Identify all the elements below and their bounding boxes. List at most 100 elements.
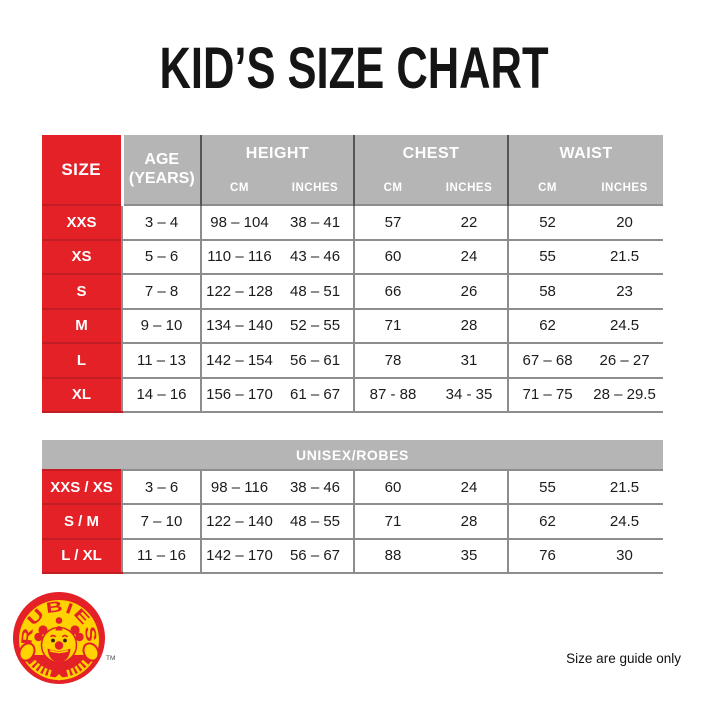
- waist-inches-value: 24.5: [586, 503, 663, 539]
- chest-cm-value: 66: [354, 273, 432, 309]
- waist-cm-value: 58: [508, 273, 587, 309]
- chest-inches-value: 28: [431, 503, 509, 539]
- table-row: S / M 7 – 10 122 – 140 48 – 55 71 28 62 …: [42, 503, 663, 539]
- waist-cm-value: 67 – 68: [508, 342, 587, 378]
- height-inches-value: 43 – 46: [277, 238, 356, 274]
- subheader-height-inches: INCHES: [277, 172, 356, 205]
- chest-inches-value: 31: [431, 342, 510, 378]
- waist-inches-value: 30: [586, 537, 663, 574]
- chest-cm-value: 87 - 88: [354, 376, 432, 413]
- col-header-height: HEIGHT: [201, 135, 356, 172]
- table-row: XS 5 – 6 110 – 116 43 – 46 60 24 55 21.5: [42, 238, 664, 274]
- chest-cm-value: 60: [354, 238, 432, 274]
- height-cm-value: 110 – 116: [201, 238, 277, 274]
- age-header-line2: (YEARS): [128, 169, 195, 187]
- clown-hands: [18, 642, 100, 662]
- age-value: 7 – 10: [122, 503, 202, 539]
- waist-inches-value: 23: [586, 273, 664, 309]
- table-row: L 11 – 13 142 – 154 56 – 61 78 31 67 – 6…: [42, 342, 664, 378]
- chest-inches-value: 34 - 35: [431, 376, 510, 413]
- waist-inches-value: 28 – 29.5: [586, 376, 664, 413]
- chest-cm-value: 71: [354, 307, 432, 343]
- unisex-robes-header: UNISEX/ROBES: [42, 440, 663, 470]
- size-label: S: [42, 273, 123, 309]
- age-value: 14 – 16: [122, 376, 202, 413]
- height-inches-value: 56 – 61: [277, 342, 356, 378]
- size-label: M: [42, 307, 123, 343]
- chest-cm-value: 78: [354, 342, 432, 378]
- table-row: XL 14 – 16 156 – 170 61 – 67 87 - 88 34 …: [42, 376, 664, 413]
- table-row: XXS 3 – 4 98 – 104 38 – 41 57 22 52 20: [42, 204, 664, 240]
- height-cm-value: 156 – 170: [201, 376, 277, 413]
- height-inches-value: 48 – 55: [277, 503, 355, 539]
- height-inches-value: 38 – 46: [277, 468, 355, 505]
- subheader-chest-cm: CM: [354, 172, 432, 205]
- waist-cm-value: 55: [508, 238, 587, 274]
- height-inches-value: 38 – 41: [277, 204, 356, 240]
- waist-cm-value: 62: [508, 307, 587, 343]
- age-value: 11 – 16: [122, 537, 202, 574]
- size-label: XL: [42, 376, 123, 413]
- chest-inches-value: 28: [431, 307, 510, 343]
- age-value: 3 – 4: [122, 204, 202, 240]
- waist-inches-value: 26 – 27: [586, 342, 664, 378]
- size-label: L: [42, 342, 123, 378]
- chest-inches-value: 22: [431, 204, 510, 240]
- chest-inches-value: 26: [431, 273, 510, 309]
- height-cm-value: 142 – 170: [201, 537, 277, 574]
- logo-tm-mark: TM: [106, 655, 115, 662]
- height-inches-value: 48 – 51: [277, 273, 356, 309]
- clown-hair: [34, 625, 84, 642]
- col-header-age: AGE (YEARS): [122, 135, 202, 205]
- kids-size-table-header: SIZE AGE (YEARS) HEIGHT CHEST WAIST CM I…: [42, 135, 664, 205]
- rubies-logo: RUBIES TM: [13, 592, 115, 684]
- age-value: 5 – 6: [122, 238, 202, 274]
- age-header-line1: AGE: [144, 151, 180, 169]
- col-header-chest: CHEST: [354, 135, 510, 172]
- height-cm-value: 98 – 104: [201, 204, 277, 240]
- size-label: XXS: [42, 204, 123, 240]
- height-inches-value: 52 – 55: [277, 307, 356, 343]
- size-label: L / XL: [42, 537, 123, 574]
- table-row: L / XL 11 – 16 142 – 170 56 – 67 88 35 7…: [42, 537, 663, 574]
- height-cm-value: 134 – 140: [201, 307, 277, 343]
- height-cm-value: 142 – 154: [201, 342, 277, 378]
- unisex-robes-table: UNISEX/ROBES XXS / XS 3 – 6 98 – 116 38 …: [42, 440, 663, 574]
- waist-inches-value: 21.5: [586, 468, 663, 505]
- chest-inches-value: 24: [431, 468, 509, 505]
- waist-cm-value: 62: [508, 503, 586, 539]
- clown-features: [47, 634, 71, 663]
- subheader-height-cm: CM: [201, 172, 277, 205]
- height-cm-value: 98 – 116: [201, 468, 277, 505]
- col-header-waist: WAIST: [508, 135, 664, 172]
- height-inches-value: 56 – 67: [277, 537, 355, 574]
- waist-cm-value: 52: [508, 204, 587, 240]
- subheader-waist-inches: INCHES: [586, 172, 664, 205]
- waist-cm-value: 55: [508, 468, 586, 505]
- waist-inches-value: 21.5: [586, 238, 664, 274]
- waist-cm-value: 76: [508, 537, 586, 574]
- chest-cm-value: 57: [354, 204, 432, 240]
- height-cm-value: 122 – 128: [201, 273, 277, 309]
- age-value: 9 – 10: [122, 307, 202, 343]
- age-value: 11 – 13: [122, 342, 202, 378]
- subheader-waist-cm: CM: [508, 172, 587, 205]
- age-value: 3 – 6: [122, 468, 202, 505]
- size-label: XS: [42, 238, 123, 274]
- table-row: XXS / XS 3 – 6 98 – 116 38 – 46 60 24 55…: [42, 468, 663, 505]
- size-label: XXS / XS: [42, 468, 123, 505]
- chest-inches-value: 24: [431, 238, 510, 274]
- height-inches-value: 61 – 67: [277, 376, 356, 413]
- logo-figure: [55, 617, 63, 631]
- page-title: KID’S SIZE CHART: [159, 36, 549, 101]
- height-cm-value: 122 – 140: [201, 503, 277, 539]
- kids-size-table: SIZE AGE (YEARS) HEIGHT CHEST WAIST CM I…: [42, 135, 664, 413]
- table-row: M 9 – 10 134 – 140 52 – 55 71 28 62 24.5: [42, 307, 664, 343]
- waist-cm-value: 71 – 75: [508, 376, 587, 413]
- waist-inches-value: 20: [586, 204, 664, 240]
- chest-cm-value: 71: [354, 503, 431, 539]
- size-label: S / M: [42, 503, 123, 539]
- chest-cm-value: 88: [354, 537, 431, 574]
- col-header-size: SIZE: [42, 135, 124, 205]
